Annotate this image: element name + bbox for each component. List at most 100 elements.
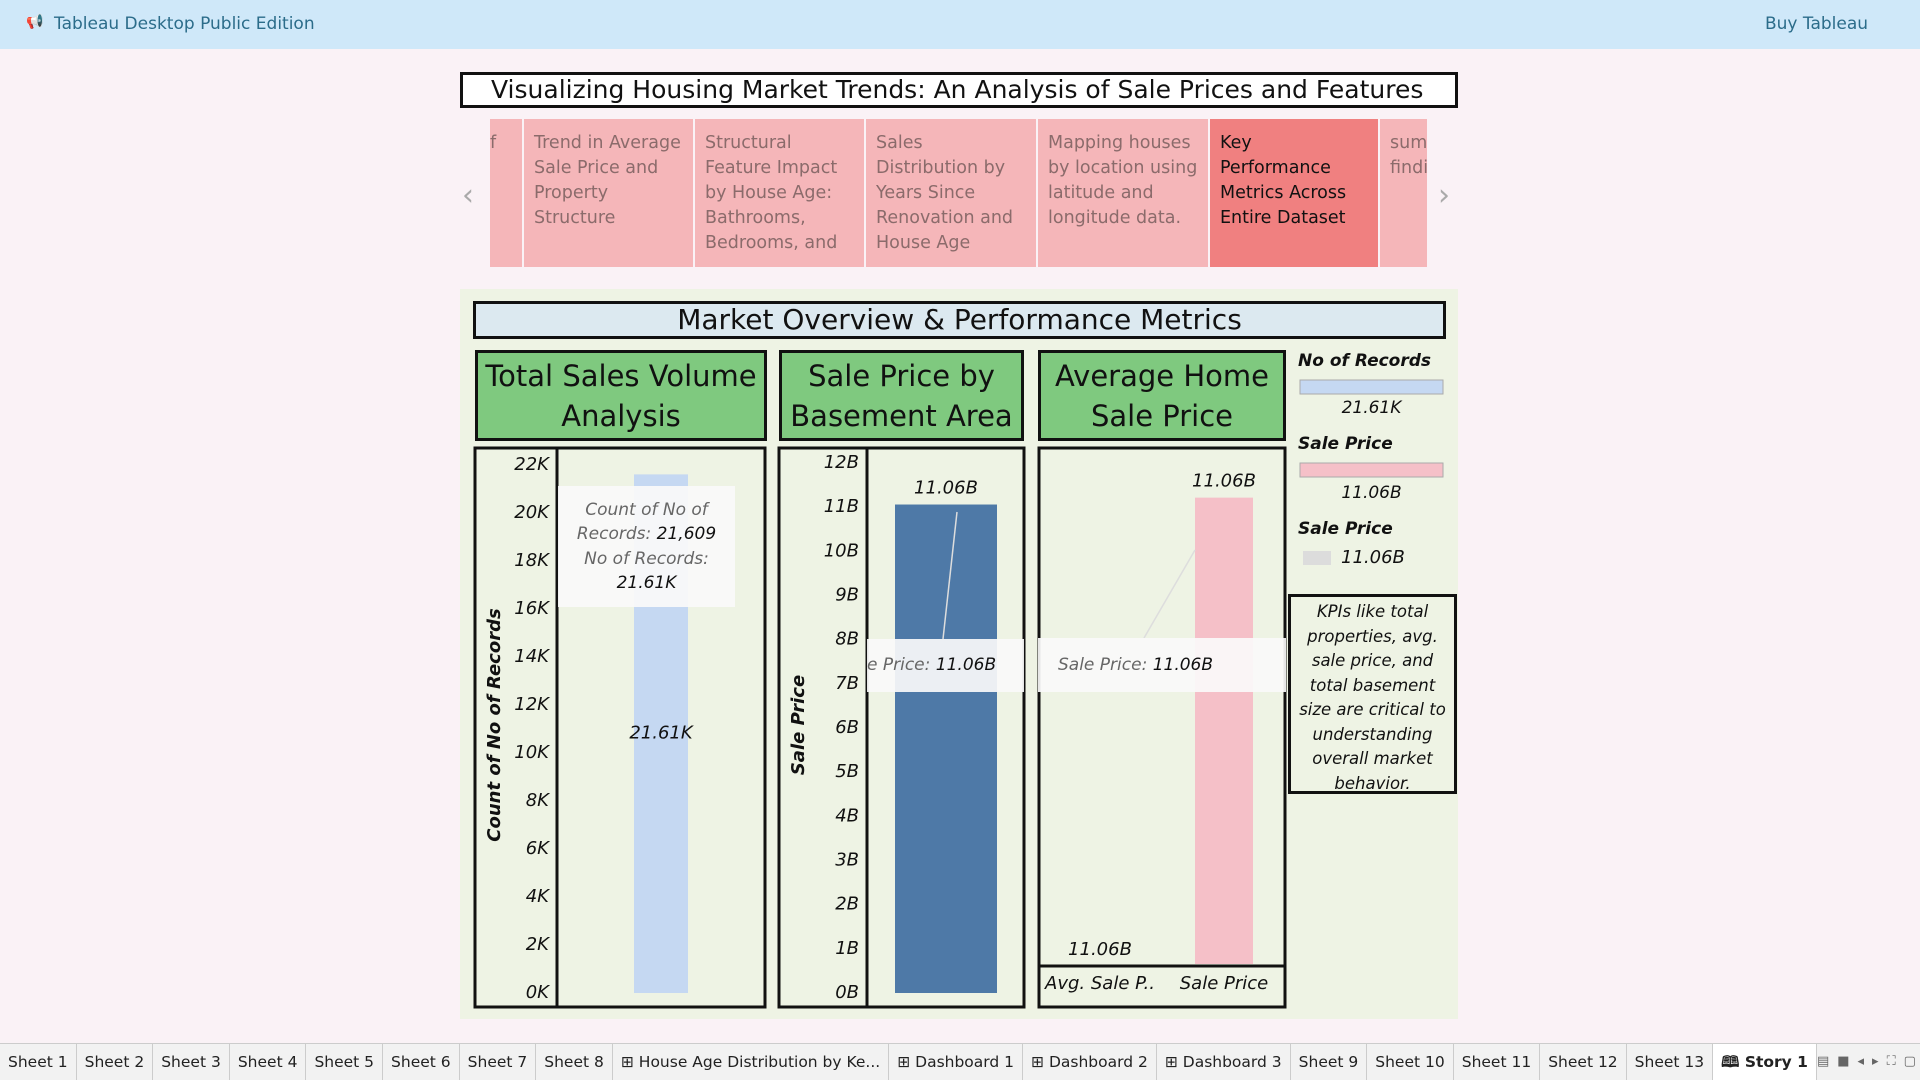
story-point[interactable]: Mapping houses by location using latitud…	[1038, 119, 1210, 267]
sheet-tab[interactable]: Sheet 9	[1291, 1044, 1368, 1080]
sheet-tab[interactable]: Sheet 4	[230, 1044, 307, 1080]
sheet-tab[interactable]: ⊞ House Age Distribution by Ke...	[613, 1044, 890, 1080]
sheet-tab[interactable]: 🕮 Story 1	[1713, 1044, 1817, 1080]
chart-header: Total Sales Volume Analysis	[475, 350, 767, 441]
y-tick-label: 10B	[824, 540, 859, 561]
y-tick-label: 4K	[526, 886, 550, 907]
plot-pane	[555, 446, 767, 1009]
chart-header: Average Home Sale Price	[1038, 350, 1286, 441]
story-point[interactable]: Structural Feature Impact by House Age: …	[695, 119, 866, 267]
sheet-tabs: Sheet 1 Sheet 2 Sheet 3 Sheet 4 Sheet 5 Sheet…	[0, 1043, 1920, 1080]
bar	[895, 504, 997, 993]
legend-value: 11.06B	[1341, 547, 1405, 568]
tab-label: Dashboard 2	[1048, 1053, 1148, 1071]
tab-label: Sheet 5	[314, 1053, 375, 1071]
y-tick-label: 8B	[835, 629, 859, 650]
y-tick-label: 18K	[514, 550, 550, 571]
value-label: 11.06B	[914, 478, 978, 499]
annotation-label: Count of No of Records:	[576, 499, 708, 545]
story-point[interactable]: sum findi	[1380, 119, 1429, 267]
annotation: Count of No of Records: 21,609 No of Reco…	[558, 486, 735, 607]
sheet-tab[interactable]: Sheet 12	[1540, 1044, 1627, 1080]
sheet-tab[interactable]: ⊞ Dashboard 3	[1157, 1044, 1291, 1080]
app-title: Tableau Desktop Public Edition	[54, 14, 315, 34]
legend-value: 11.06B	[1341, 483, 1402, 503]
tab-label: Sheet 10	[1375, 1053, 1445, 1071]
top-bar: 📢 Tableau Desktop Public Edition Buy Tab…	[0, 0, 1920, 49]
kpi-note: KPIs like total properties, avg. sale pr…	[1288, 594, 1457, 794]
y-axis-label: Count of No of Records	[484, 608, 505, 842]
tab-label: Sheet 3	[161, 1053, 221, 1071]
sheet-tab[interactable]: Sheet 2	[77, 1044, 154, 1080]
annotation: Sale Price: 11.06B	[1038, 638, 1286, 692]
sheet-tab[interactable]: Sheet 10	[1367, 1044, 1454, 1080]
annotation-line	[942, 511, 958, 640]
nav-controls[interactable]: ▤■◂▸⛶▢	[1816, 1054, 1920, 1069]
y-tick-label: 4B	[835, 805, 859, 826]
y-tick-label: 20K	[514, 502, 550, 523]
tab-label: Sheet 11	[1461, 1053, 1532, 1071]
y-tick-label: 22K	[514, 454, 550, 475]
y-tick-label: 8K	[526, 790, 550, 811]
y-tick-label: 7B	[835, 673, 859, 694]
sheet-tab[interactable]: Sheet 11	[1454, 1044, 1541, 1080]
sheet-tab[interactable]: Sheet 5	[306, 1044, 384, 1080]
header-pane	[1037, 964, 1287, 1009]
y-axis-label: Sale Price	[788, 675, 809, 775]
sheet-tab[interactable]: Sheet 13	[1627, 1044, 1714, 1080]
story-point[interactable]: Trend in Average Sale Price and Property…	[524, 119, 695, 267]
y-tick-label: 2B	[835, 894, 859, 915]
annotation-line-text: e Price: 11.06B	[867, 653, 1024, 678]
y-tick-label: 11B	[824, 496, 859, 517]
tab-label: Story 1	[1744, 1053, 1808, 1071]
tab-label: Dashboard 3	[1182, 1053, 1282, 1071]
chart-header: Sale Price by Basement Area	[779, 350, 1024, 441]
annotation: e Price: 11.06B	[867, 639, 1024, 692]
annotation-line-text: Count of No of Records: 21,609	[566, 498, 727, 547]
legend-value: 21.61K	[1341, 398, 1402, 418]
annotation-value: 11.06B	[1152, 654, 1214, 675]
sheet-tab[interactable]: Sheet 3	[153, 1044, 230, 1080]
y-tick-label: 10K	[514, 742, 550, 763]
y-tick-label: 6K	[526, 838, 550, 859]
value-label: 11.06B	[1192, 471, 1256, 492]
y-tick-label: 12K	[514, 694, 550, 715]
x-category-label: Sale Price	[1180, 973, 1268, 994]
prev-arrow[interactable]: ‹	[462, 178, 474, 213]
tab-label: Sheet 13	[1634, 1053, 1705, 1071]
tab-label: Sheet 1	[8, 1053, 68, 1071]
legend-title: Sale Price	[1298, 519, 1393, 539]
text-mark: 11.06B	[1068, 939, 1132, 960]
story-point[interactable]: Key Performance Metrics Across Entire Da…	[1210, 119, 1380, 267]
bar	[1195, 497, 1253, 964]
annotation-line-text: No of Records: 21.61K	[566, 547, 727, 596]
sheet-tab[interactable]: ⊞ Dashboard 1	[889, 1044, 1024, 1080]
sheet-tab[interactable]: Sheet 7	[460, 1044, 537, 1080]
y-tick-label: 12B	[824, 452, 859, 473]
annotation-value: 11.06B	[935, 655, 997, 676]
legend-title: Sale Price	[1298, 434, 1393, 454]
story-point[interactable]: Sales Distribution by Years Since Renova…	[866, 119, 1038, 267]
y-tick-label: 1B	[835, 938, 859, 959]
sheet-tab[interactable]: ⊞ Dashboard 2	[1023, 1044, 1157, 1080]
sheet-tab[interactable]: Sheet 6	[383, 1044, 460, 1080]
tab-label: Sheet 4	[237, 1053, 298, 1071]
annotation-value: 21,609	[656, 524, 717, 544]
story-point[interactable]: f	[490, 119, 524, 267]
sheet-tab[interactable]: Sheet 1	[0, 1044, 77, 1080]
y-tick-label: 5B	[835, 761, 859, 782]
plot-pane	[865, 446, 1026, 1009]
sheet-tab[interactable]: Sheet 8	[536, 1044, 613, 1080]
annotation-label: No of Records:	[584, 548, 709, 569]
annotation-value: 21.61K	[616, 573, 677, 593]
buy-link[interactable]: Buy Tableau	[1765, 14, 1869, 34]
annotation-line	[1143, 549, 1196, 639]
legend-swatch	[1299, 379, 1444, 395]
annotation-line-text: Sale Price: 11.06B	[1038, 653, 1286, 678]
legend-swatch	[1303, 551, 1331, 565]
dashboard-title: Market Overview & Performance Metrics	[473, 301, 1446, 339]
next-arrow[interactable]: ›	[1438, 178, 1450, 213]
tab-label: Sheet 2	[84, 1053, 145, 1071]
story-title: Visualizing Housing Market Trends: An An…	[460, 72, 1458, 108]
y-tick-label: 14K	[514, 646, 550, 667]
